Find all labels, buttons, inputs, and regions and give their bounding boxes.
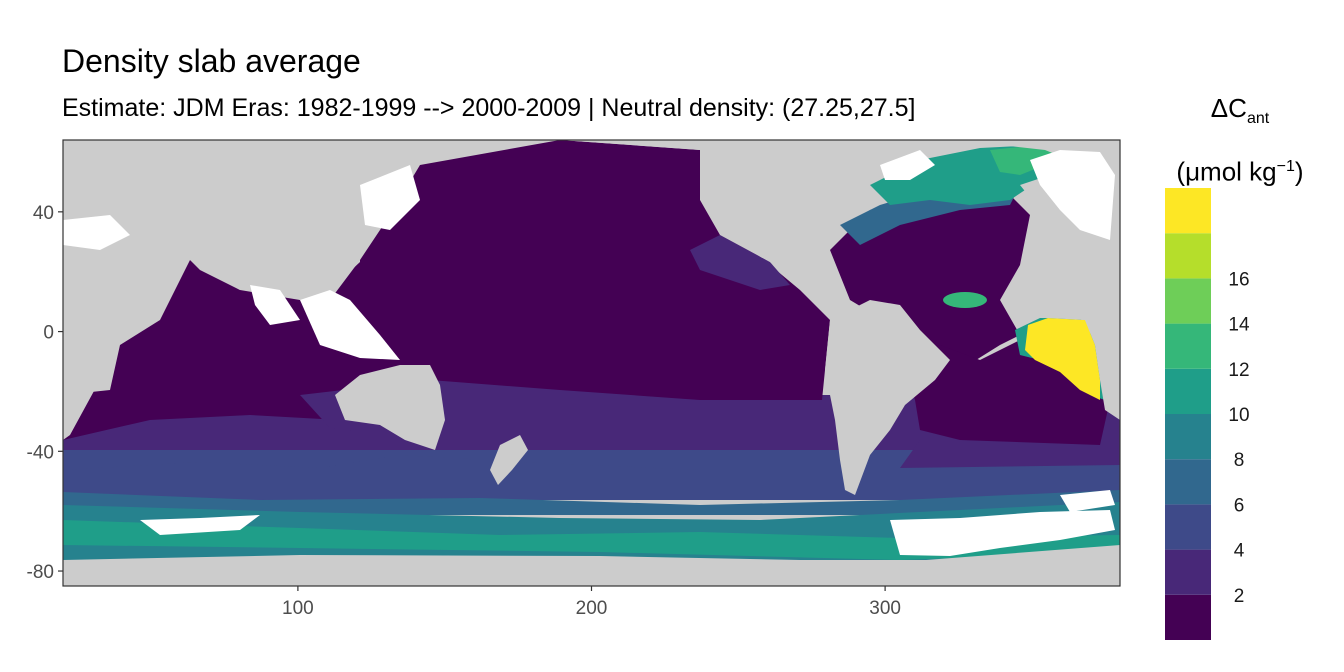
antarctica bbox=[63, 545, 1120, 586]
x-tick-label: 200 bbox=[576, 598, 608, 619]
x-axis: 100 200 300 bbox=[282, 586, 901, 619]
pacific-indian-interior bbox=[63, 140, 830, 440]
ocean-field bbox=[63, 140, 1120, 586]
legend-swatch bbox=[1165, 459, 1211, 505]
legend-swatch bbox=[1165, 278, 1211, 324]
legend-label: 2 bbox=[1234, 586, 1245, 607]
west-africa bbox=[1020, 260, 1120, 420]
no-data-baltic bbox=[1030, 150, 1115, 240]
x-tick-label: 100 bbox=[282, 598, 314, 619]
greenland-europe bbox=[880, 140, 1120, 245]
no-data-north-asia bbox=[360, 165, 420, 230]
no-data-arctic-left bbox=[63, 215, 130, 250]
legend-label: 4 bbox=[1234, 541, 1245, 562]
legend-label: 16 bbox=[1228, 269, 1249, 290]
legend-label: 10 bbox=[1228, 405, 1249, 426]
legend-colorbar bbox=[1165, 188, 1211, 640]
australia bbox=[335, 365, 445, 450]
legend-swatch bbox=[1165, 504, 1211, 550]
y-tick-label: 0 bbox=[43, 323, 54, 344]
legend-title: ΔCant (μmol kg−1) bbox=[1150, 84, 1330, 196]
no-data-weddell bbox=[890, 510, 1115, 556]
legend-swatch bbox=[1165, 594, 1211, 640]
legend-labels: 16 14 12 10 8 6 4 2 bbox=[1228, 269, 1250, 606]
north-america bbox=[560, 140, 900, 285]
legend-swatch bbox=[1165, 188, 1211, 234]
legend-swatch bbox=[1165, 233, 1211, 279]
legend-label: 14 bbox=[1228, 315, 1250, 336]
y-tick-label: -80 bbox=[27, 562, 54, 583]
band-southern-edge bbox=[63, 520, 1120, 560]
legend-subscript: ant bbox=[1246, 110, 1270, 128]
no-data-southern-patch bbox=[1060, 490, 1115, 512]
labrador-high bbox=[990, 145, 1060, 175]
africa-east bbox=[63, 140, 420, 440]
legend-delta: ΔC bbox=[1210, 93, 1247, 123]
new-zealand bbox=[490, 435, 528, 485]
legend-swatch bbox=[1165, 368, 1211, 414]
legend-unit-open: (μmol kg bbox=[1176, 156, 1277, 187]
south-america bbox=[825, 300, 950, 495]
no-data-hudson bbox=[880, 150, 935, 180]
y-axis: 40 0 -40 -80 bbox=[27, 203, 63, 583]
legend-unit-close: ) bbox=[1294, 156, 1304, 187]
no-data-ross bbox=[140, 515, 260, 535]
legend-swatch bbox=[1165, 414, 1211, 460]
legend-label: 6 bbox=[1234, 495, 1245, 516]
chart-subtitle: Estimate: JDM Eras: 1982-1999 --> 2000-2… bbox=[62, 94, 916, 122]
legend-unit-exp: −1 bbox=[1276, 158, 1295, 176]
y-tick-label: -40 bbox=[27, 442, 54, 463]
band-southern-transition bbox=[63, 490, 1120, 515]
south-atlantic-band bbox=[900, 440, 1120, 468]
y-tick-label: 40 bbox=[33, 203, 54, 224]
no-data-east-asia bbox=[300, 290, 400, 360]
legend-swatch bbox=[1165, 549, 1211, 595]
legend-label: 8 bbox=[1234, 450, 1245, 471]
x-tick-label: 300 bbox=[869, 598, 901, 619]
atlantic-mid-feature bbox=[943, 292, 987, 308]
no-data-indonesia bbox=[250, 285, 300, 325]
eastern-atlantic-maximum bbox=[1025, 318, 1100, 400]
legend-label: 12 bbox=[1228, 360, 1249, 381]
eastern-pacific-band bbox=[690, 235, 790, 290]
legend-swatch bbox=[1165, 323, 1211, 369]
chart-title: Density slab average bbox=[62, 43, 361, 79]
